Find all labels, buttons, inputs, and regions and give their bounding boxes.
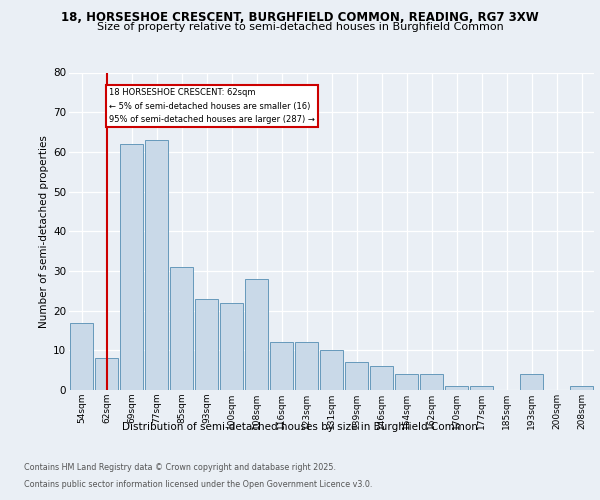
Text: 18, HORSESHOE CRESCENT, BURGHFIELD COMMON, READING, RG7 3XW: 18, HORSESHOE CRESCENT, BURGHFIELD COMMO… [61,11,539,24]
Bar [194,298,218,390]
Bar [145,140,169,390]
Bar [520,374,544,390]
Bar [419,374,443,390]
Bar [370,366,394,390]
Bar [269,342,293,390]
Bar [320,350,343,390]
Text: 18 HORSESHOE CRESCENT: 62sqm
← 5% of semi-detached houses are smaller (16)
95% o: 18 HORSESHOE CRESCENT: 62sqm ← 5% of sem… [109,88,315,124]
Bar [245,279,268,390]
Text: Contains public sector information licensed under the Open Government Licence v3: Contains public sector information licen… [24,480,373,489]
Bar [95,358,118,390]
Bar [170,267,193,390]
Text: Size of property relative to semi-detached houses in Burghfield Common: Size of property relative to semi-detach… [97,22,503,32]
Bar [70,322,94,390]
Bar [295,342,319,390]
Bar [395,374,418,390]
Bar [470,386,493,390]
Bar [445,386,469,390]
Bar [119,144,143,390]
Y-axis label: Number of semi-detached properties: Number of semi-detached properties [39,135,49,328]
Text: Distribution of semi-detached houses by size in Burghfield Common: Distribution of semi-detached houses by … [122,422,478,432]
Bar [569,386,593,390]
Text: Contains HM Land Registry data © Crown copyright and database right 2025.: Contains HM Land Registry data © Crown c… [24,464,336,472]
Bar [344,362,368,390]
Bar [220,302,244,390]
